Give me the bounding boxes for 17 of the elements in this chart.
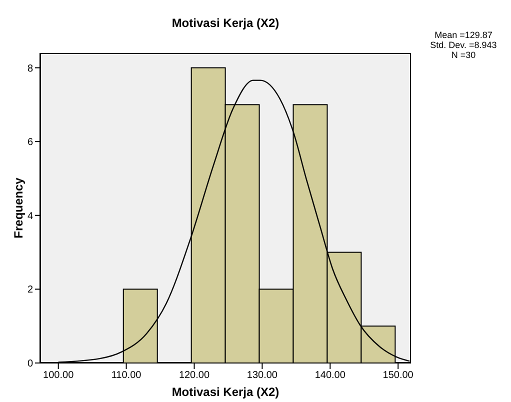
x-tick-label: 140.00: [314, 370, 346, 382]
x-tick-label: 130.00: [246, 370, 278, 382]
text: N =30: [450, 50, 477, 60]
y-tick-label: 6: [27, 137, 34, 148]
chart-title: Motivasi Kerja (X2): [170, 16, 280, 30]
x-tick-label: 100.00: [43, 370, 74, 382]
x-tick-label: 120.00: [178, 370, 210, 382]
text: Mean =129.87: [434, 30, 494, 40]
y-tick-label: 0: [27, 358, 34, 370]
y-tick-label: 4: [27, 210, 34, 222]
x-tick-label: 110.00: [111, 370, 142, 382]
text: Std. Dev. =8.943: [429, 40, 498, 50]
x-tick-label: 150.00: [382, 370, 414, 382]
y-axis-title: Frequency: [11, 177, 26, 238]
x-axis-title: Motivasi Kerja (X2): [172, 385, 280, 399]
y-tick-label: 2: [27, 284, 34, 296]
y-tick-label: 8: [27, 63, 34, 74]
